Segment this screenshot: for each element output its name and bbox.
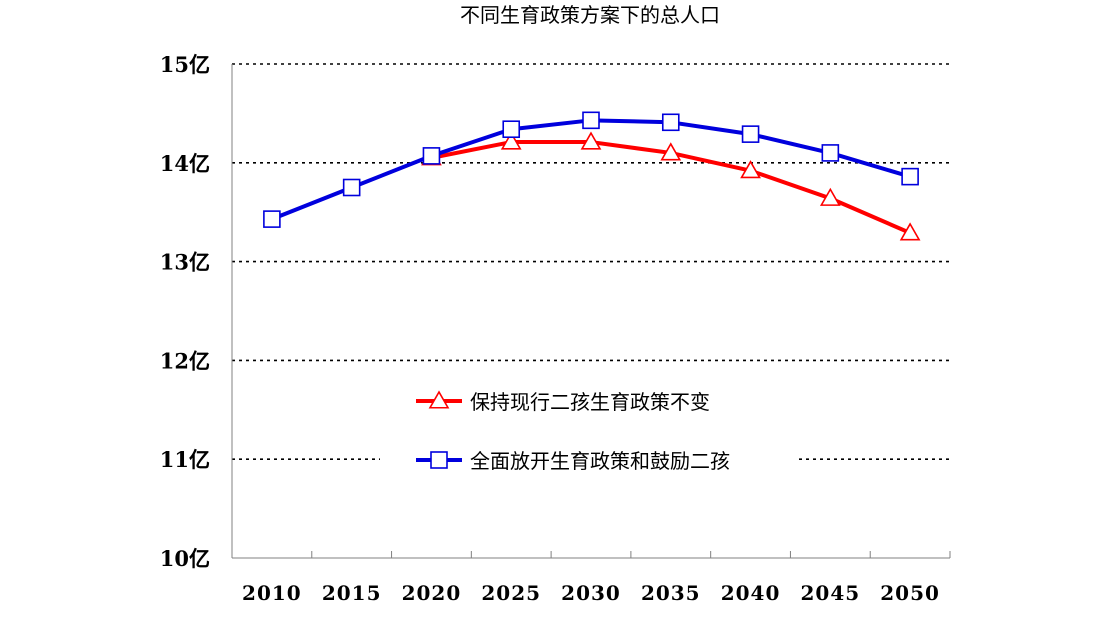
triangle-marker — [500, 131, 522, 150]
triangle-marker — [428, 390, 450, 409]
y-tick-label: 13亿 — [160, 250, 210, 275]
square-marker — [661, 113, 680, 132]
square-marker — [263, 210, 281, 228]
y-tick-label: 15亿 — [160, 52, 210, 77]
legend-label: 全面放开生育政策和鼓励二孩 — [470, 449, 730, 473]
y-tick-label: 14亿 — [160, 151, 210, 176]
x-tick-label: 2015 — [322, 581, 382, 605]
y-tick-label: 11亿 — [160, 447, 210, 472]
square-marker — [741, 125, 760, 143]
x-axis-ticks: 2010 2015 2020 2025 2030 2035 2040 2045 2050 — [242, 581, 940, 605]
square-marker — [821, 144, 840, 162]
x-tick-label: 2020 — [402, 581, 462, 605]
square-marker — [422, 147, 441, 165]
triangle-marker — [660, 142, 682, 161]
square-marker — [430, 451, 448, 469]
series-0 — [421, 131, 921, 241]
triangle-marker — [580, 131, 602, 150]
square-marker — [502, 120, 521, 139]
legend-item-0: 保持现行二孩生育政策不变 — [416, 390, 710, 414]
series-1 — [263, 111, 919, 228]
triangle-marker — [740, 160, 761, 179]
legend-item-1: 全面放开生育政策和鼓励二孩 — [416, 449, 730, 473]
square-marker — [342, 178, 361, 197]
y-axis-ticks: 10亿 11亿 12亿 13亿 14亿 15亿 — [160, 52, 210, 571]
triangle-marker — [819, 187, 841, 206]
y-tick-label: 12亿 — [160, 348, 210, 373]
x-tick-label: 2010 — [242, 581, 302, 605]
y-tick-label: 10亿 — [160, 546, 210, 571]
triangle-marker — [899, 222, 921, 241]
legend-background — [380, 378, 798, 482]
x-tick-label: 2025 — [481, 581, 541, 605]
x-tick-label: 2040 — [721, 581, 781, 605]
square-marker — [582, 111, 600, 130]
square-marker — [901, 167, 919, 186]
x-tick-label: 2030 — [561, 581, 621, 605]
data-series — [263, 111, 921, 241]
x-tick-label: 2035 — [641, 581, 701, 605]
x-tick-label: 2050 — [880, 581, 940, 605]
chart-title: 不同生育政策方案下的总人口 — [460, 3, 720, 27]
legend-label: 保持现行二孩生育政策不变 — [470, 390, 710, 414]
x-tick-label: 2045 — [800, 581, 860, 605]
axes — [231, 64, 951, 559]
